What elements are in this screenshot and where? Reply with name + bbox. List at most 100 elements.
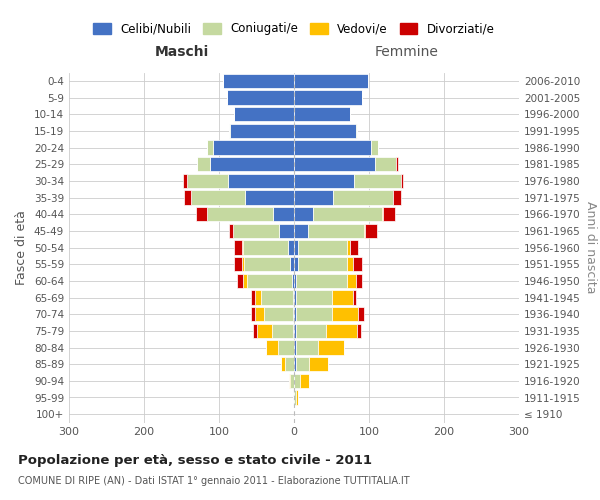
Bar bbox=[296, 340, 318, 354]
Text: Femmine: Femmine bbox=[374, 45, 439, 59]
Bar bbox=[318, 340, 344, 354]
Bar bbox=[313, 207, 382, 221]
Bar bbox=[294, 157, 375, 171]
Bar bbox=[294, 324, 296, 338]
Bar bbox=[223, 74, 294, 88]
Bar bbox=[396, 157, 398, 171]
Bar bbox=[234, 107, 294, 121]
Bar bbox=[255, 290, 261, 304]
Bar bbox=[331, 307, 358, 322]
Bar bbox=[375, 157, 396, 171]
Bar bbox=[229, 124, 230, 138]
Bar bbox=[234, 240, 241, 254]
Bar bbox=[383, 207, 395, 221]
Y-axis label: Fasce di età: Fasce di età bbox=[16, 210, 28, 285]
Bar bbox=[293, 290, 294, 304]
Bar bbox=[294, 240, 298, 254]
Bar bbox=[292, 274, 294, 288]
Bar bbox=[279, 224, 294, 238]
Bar bbox=[294, 290, 296, 304]
Bar bbox=[237, 274, 243, 288]
Bar bbox=[271, 324, 293, 338]
Y-axis label: Anni di nascita: Anni di nascita bbox=[584, 201, 597, 294]
Bar bbox=[230, 124, 294, 138]
Text: COMUNE DI RIPE (AN) - Dati ISTAT 1° gennaio 2011 - Elaborazione TUTTITALIA.IT: COMUNE DI RIPE (AN) - Dati ISTAT 1° genn… bbox=[18, 476, 410, 486]
Bar bbox=[241, 257, 244, 271]
Bar bbox=[294, 190, 333, 204]
Bar bbox=[300, 374, 309, 388]
Bar bbox=[191, 190, 245, 204]
Bar bbox=[294, 90, 361, 104]
Bar bbox=[308, 224, 364, 238]
Bar bbox=[228, 174, 294, 188]
Bar bbox=[354, 174, 401, 188]
Bar bbox=[294, 207, 313, 221]
Bar bbox=[243, 274, 247, 288]
Bar bbox=[187, 174, 228, 188]
Bar bbox=[294, 224, 308, 238]
Bar bbox=[347, 240, 350, 254]
Bar bbox=[358, 307, 364, 322]
Bar bbox=[288, 240, 294, 254]
Text: Popolazione per età, sesso e stato civile - 2011: Popolazione per età, sesso e stato civil… bbox=[18, 454, 372, 467]
Bar bbox=[285, 357, 294, 371]
Bar bbox=[294, 307, 296, 322]
Bar bbox=[261, 290, 293, 304]
Bar bbox=[227, 90, 294, 104]
Bar bbox=[296, 274, 347, 288]
Bar bbox=[234, 257, 241, 271]
Bar bbox=[350, 240, 358, 254]
Bar bbox=[293, 324, 294, 338]
Bar bbox=[333, 190, 393, 204]
Text: Maschi: Maschi bbox=[154, 45, 209, 59]
Bar bbox=[393, 190, 401, 204]
Bar bbox=[294, 357, 296, 371]
Bar bbox=[207, 207, 273, 221]
Bar bbox=[210, 157, 294, 171]
Bar bbox=[357, 324, 361, 338]
Bar bbox=[251, 290, 255, 304]
Bar bbox=[294, 390, 296, 404]
Bar bbox=[365, 224, 377, 238]
Bar bbox=[290, 374, 294, 388]
Bar bbox=[294, 124, 355, 138]
Bar bbox=[294, 274, 296, 288]
Bar bbox=[371, 140, 378, 154]
Bar bbox=[264, 307, 293, 322]
Bar bbox=[245, 190, 294, 204]
Bar bbox=[382, 207, 383, 221]
Bar bbox=[331, 290, 353, 304]
Bar bbox=[196, 207, 207, 221]
Bar bbox=[255, 307, 264, 322]
Bar bbox=[294, 174, 354, 188]
Bar bbox=[183, 174, 187, 188]
Bar bbox=[184, 190, 191, 204]
Bar bbox=[309, 357, 328, 371]
Bar bbox=[296, 307, 331, 322]
Bar bbox=[281, 357, 285, 371]
Bar bbox=[257, 324, 271, 338]
Bar bbox=[294, 340, 296, 354]
Bar bbox=[273, 207, 294, 221]
Bar bbox=[213, 140, 294, 154]
Bar bbox=[207, 140, 213, 154]
Bar bbox=[266, 340, 277, 354]
Bar bbox=[298, 257, 347, 271]
Bar bbox=[353, 257, 361, 271]
Bar bbox=[296, 357, 309, 371]
Bar bbox=[289, 374, 290, 388]
Bar bbox=[347, 257, 353, 271]
Bar bbox=[244, 257, 290, 271]
Bar bbox=[294, 74, 367, 88]
Bar bbox=[296, 324, 325, 338]
Bar bbox=[356, 274, 362, 288]
Bar bbox=[325, 324, 357, 338]
Legend: Celibi/Nubili, Coniugati/e, Vedovi/e, Divorziati/e: Celibi/Nubili, Coniugati/e, Vedovi/e, Di… bbox=[93, 22, 495, 36]
Bar bbox=[241, 240, 243, 254]
Bar bbox=[364, 224, 365, 238]
Bar bbox=[251, 307, 255, 322]
Bar bbox=[290, 257, 294, 271]
Bar bbox=[347, 274, 356, 288]
Bar bbox=[253, 324, 257, 338]
Bar bbox=[294, 257, 298, 271]
